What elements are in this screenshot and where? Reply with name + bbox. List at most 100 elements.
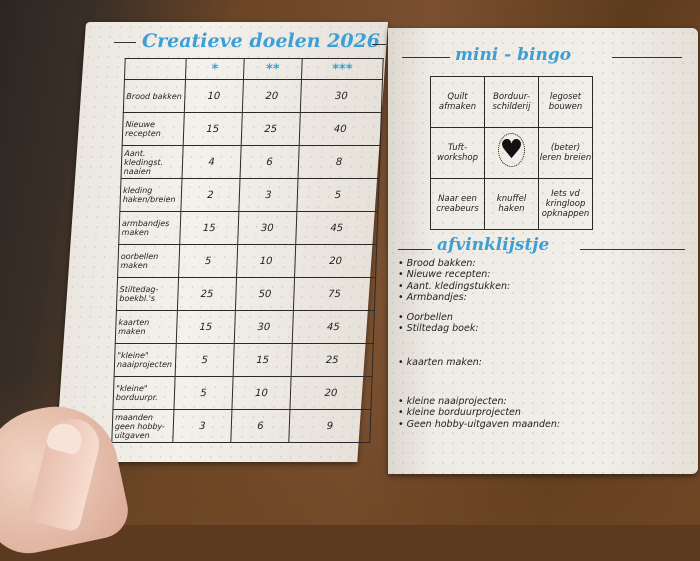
bingo-row: Quilt afmaken Borduur-schilderij legoset b…: [430, 76, 593, 128]
bullet-icon: •: [398, 291, 407, 303]
table-row: armbandjes maken 15 30 45: [118, 211, 378, 245]
table-row: "kleine" naaiprojecten 5 15 25: [114, 343, 374, 377]
checklist-item: • Nieuwe recepten:: [398, 269, 678, 280]
heart-icon: ♥: [484, 127, 539, 179]
two-star-cell: 20: [242, 79, 302, 113]
checklist-item-label: kleine naaiprojecten:: [406, 396, 507, 408]
two-star-cell: 10: [231, 376, 292, 410]
page-title: Creatieve doelen 2026: [142, 30, 381, 52]
title-rule: [372, 44, 386, 45]
bingo-cell: Naar een creabeurs: [430, 178, 485, 230]
checklist-item-label: Nieuwe recepten:: [406, 269, 491, 281]
title-rule: [402, 57, 450, 58]
one-star-cell: 5: [173, 376, 234, 410]
bingo-row: Naar een creabeurs knuffel haken Iets vd k…: [430, 178, 593, 230]
goal-cell: kaarten maken: [115, 310, 178, 344]
table-row: kleding haken/breien 2 3 5: [119, 178, 380, 212]
checklist-title: afvinklijstje: [437, 235, 550, 255]
checklist-item: • kaarten maken:: [398, 357, 678, 368]
three-star-cell: 20: [289, 376, 373, 410]
three-star-cell: 9: [288, 409, 371, 443]
title-rule: [580, 249, 685, 250]
bullet-icon: •: [398, 312, 407, 324]
bullet-icon: •: [398, 280, 407, 292]
bullet-icon: •: [398, 269, 407, 281]
checklist: • Brood bakken: • Nieuwe recepten: • Aant.…: [398, 258, 678, 430]
bingo-cell: Quilt afmaken: [430, 76, 485, 128]
goal-cell: Stiltedag-boekbl.'s: [116, 277, 179, 311]
one-star-cell: 15: [176, 310, 236, 344]
three-star-cell: 45: [295, 211, 378, 245]
one-star-cell: 10: [184, 79, 244, 113]
three-star-cell: 75: [293, 277, 376, 311]
bingo-cell: Borduur-schilderij: [484, 76, 539, 128]
one-star-cell: 3: [172, 409, 232, 443]
checklist-item: • Oorbellen: [398, 312, 678, 323]
two-star-cell: 6: [240, 145, 300, 179]
bullet-icon: •: [398, 356, 407, 368]
goal-cell: kleding haken/breien: [119, 178, 183, 212]
one-star-cell: 2: [180, 178, 241, 212]
one-star-cell: 15: [179, 211, 239, 245]
checklist-item: • Armbandjes:: [398, 292, 678, 303]
title-rule: [612, 57, 682, 58]
three-star-cell: 40: [299, 112, 382, 146]
table-row: maanden geen hobby-uitgaven 3 6 9: [111, 409, 371, 443]
goal-cell: "kleine" naaiprojecten: [114, 343, 177, 377]
bingo-cell: (beter) leren breien: [538, 127, 593, 179]
checklist-item-label: Brood bakken:: [406, 258, 476, 269]
checklist-item: • Aant. kledingstukken:: [398, 281, 678, 292]
bingo-cell: Tuft-workshop: [430, 127, 485, 179]
goal-cell: maanden geen hobby-uitgaven: [111, 409, 174, 443]
table-row: Aant. kledingst. naaien 4 6 8: [121, 145, 381, 179]
table-row: Nieuwe recepten 15 25 40: [122, 112, 382, 146]
checklist-item-label: Geen hobby-uitgaven maanden:: [406, 418, 561, 430]
bullet-icon: •: [398, 258, 407, 269]
one-star-cell: 25: [177, 277, 237, 311]
table-row: Brood bakken 10 20 30: [123, 79, 383, 113]
table-row: Stiltedag-boekbl.'s 25 50 75: [116, 277, 376, 311]
goal-cell: armbandjes maken: [118, 211, 181, 245]
three-star-cell: 45: [292, 310, 375, 344]
two-star-cell: 30: [234, 310, 294, 344]
checklist-item-label: kaarten maken:: [406, 356, 482, 368]
checklist-item: • Stiltedag boek:: [398, 323, 678, 334]
two-star-cell: 50: [235, 277, 295, 311]
header-cell-two-stars: **: [243, 58, 303, 80]
table-row: "kleine" borduurpr. 5 10 20: [112, 376, 373, 410]
three-star-cell: 5: [296, 178, 380, 212]
two-star-cell: 3: [238, 178, 299, 212]
three-star-cell: 25: [291, 343, 374, 377]
table-row: oorbellen maken 5 10 20: [117, 244, 377, 278]
checklist-item-label: Stiltedag boek:: [406, 323, 479, 335]
bingo-title: mini - bingo: [455, 45, 572, 65]
bingo-cell: legoset bouwen: [538, 76, 593, 128]
bullet-icon: •: [398, 396, 407, 408]
bingo-cell: knuffel haken: [484, 178, 539, 230]
two-star-cell: 10: [236, 244, 296, 278]
goal-cell: oorbellen maken: [117, 244, 180, 278]
header-cell-three-stars: ***: [301, 58, 384, 80]
two-star-cell: 6: [230, 409, 290, 443]
bullet-icon: •: [398, 407, 407, 419]
one-star-cell: 4: [182, 145, 242, 179]
goal-cell: "kleine" borduurpr.: [112, 376, 176, 410]
goal-cell: Nieuwe recepten: [122, 112, 185, 146]
one-star-cell: 5: [175, 343, 235, 377]
one-star-cell: 5: [178, 244, 238, 278]
title-rule: [398, 249, 432, 250]
checklist-item: • Brood bakken:: [398, 258, 678, 269]
two-star-cell: 25: [241, 112, 301, 146]
bullet-icon: •: [398, 418, 407, 430]
header-cell-one-star: *: [185, 58, 245, 80]
bingo-cell: Iets vd kringloop opknappen: [538, 178, 593, 230]
bingo-row: Tuft-workshop ♥ (beter) leren breien: [430, 127, 593, 179]
checklist-item-label: Aant. kledingstukken:: [406, 280, 511, 292]
three-star-cell: 8: [298, 145, 381, 179]
checklist-item: • kleine naaiprojecten:: [398, 396, 678, 407]
title-rule: [114, 42, 136, 43]
table-row: kaarten maken 15 30 45: [115, 310, 375, 344]
one-star-cell: 15: [183, 112, 243, 146]
bingo-grid: Quilt afmaken Borduur-schilderij legoset b…: [430, 76, 593, 230]
checklist-item-label: kleine borduurprojecten: [406, 407, 521, 419]
